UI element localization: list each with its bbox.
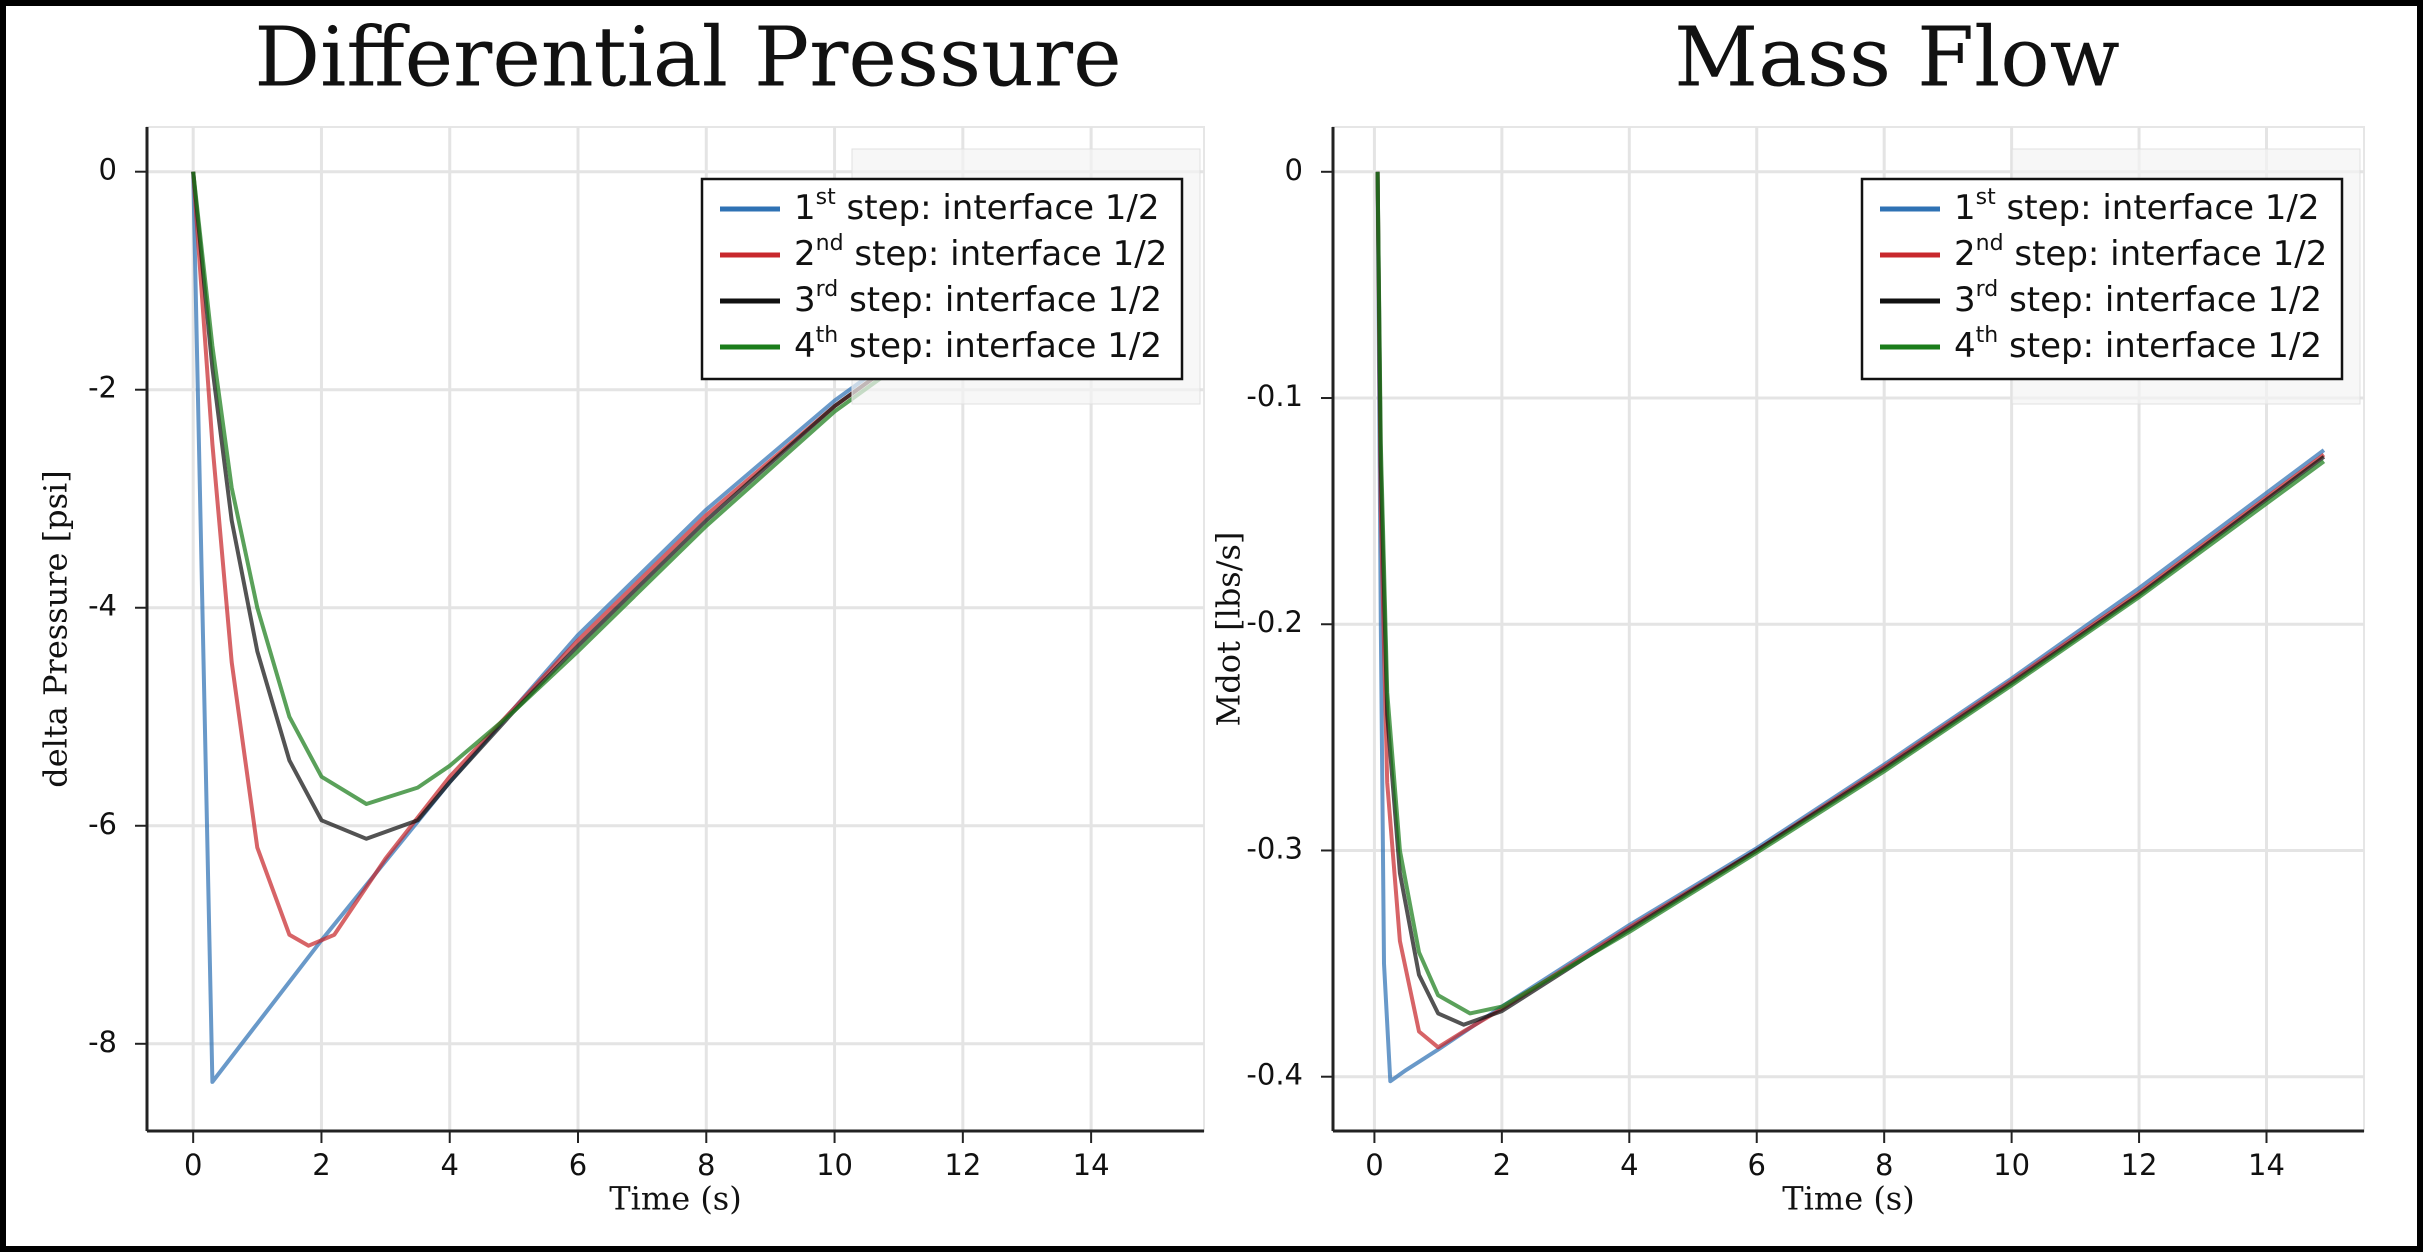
- y-axis-label: delta Pressure [psi]: [37, 470, 75, 788]
- x-tick-label: 10: [1993, 1148, 2030, 1182]
- chart-panel: Mass Flow Time (s) Mdot [lbs/s] 0 2 4 6 8 10 12 14…: [1210, 11, 2365, 1218]
- legend-label: 4th step: interface 1/2: [1954, 323, 2322, 366]
- legend-label: 1st step: interface 1/2: [1954, 185, 2320, 228]
- x-tick-label: 2: [1493, 1148, 1511, 1182]
- legend-label: 2nd step: interface 1/2: [1954, 231, 2327, 274]
- y-tick-label: 0: [1285, 153, 1303, 187]
- y-tick-label: -0.3: [1246, 831, 1303, 865]
- chart-title: Mass Flow: [1674, 11, 2120, 106]
- legend-label: 3rd step: interface 1/2: [1954, 277, 2322, 320]
- x-tick-label: 10: [816, 1148, 853, 1182]
- legend-box: [1860, 177, 2344, 381]
- data-line: [191, 171, 1150, 841]
- legend-label: 1st step: interface 1/2: [794, 185, 1160, 228]
- data-line: [191, 171, 1150, 806]
- x-tick-label: 4: [441, 1148, 459, 1182]
- x-tick-label: 6: [1748, 1148, 1766, 1182]
- x-tick-label: 8: [697, 1148, 715, 1182]
- x-axis-label: Time (s): [609, 1180, 741, 1218]
- legend-label: 3rd step: interface 1/2: [794, 277, 1162, 320]
- x-tick-label: 6: [569, 1148, 587, 1182]
- chart-title: Differential Pressure: [254, 11, 1121, 106]
- y-tick-label: -6: [88, 807, 117, 841]
- legend-label: 4th step: interface 1/2: [794, 323, 1162, 366]
- x-tick-label: 12: [944, 1148, 981, 1182]
- x-axis-label: Time (s): [1782, 1180, 1914, 1218]
- y-tick-label: -0.2: [1246, 605, 1303, 639]
- x-tick-label: 14: [2248, 1148, 2285, 1182]
- legend-box: [700, 177, 1184, 381]
- y-tick-label: 0: [99, 153, 117, 187]
- x-tick-label: 8: [1875, 1148, 1893, 1182]
- x-tick-label: 4: [1620, 1148, 1638, 1182]
- chart-panel: Differential Pressure Time (s) delta Press…: [37, 11, 1205, 1218]
- x-tick-label: 0: [1365, 1148, 1383, 1182]
- data-line: [1375, 171, 2326, 1016]
- y-tick-label: -8: [88, 1025, 117, 1059]
- y-tick-label: -4: [88, 589, 117, 623]
- x-tick-label: 12: [2121, 1148, 2158, 1182]
- y-tick-label: -0.1: [1246, 379, 1303, 413]
- x-tick-label: 14: [1073, 1148, 1110, 1182]
- x-tick-label: 0: [184, 1148, 202, 1182]
- y-tick-label: -2: [88, 371, 117, 405]
- y-axis-label: Mdot [lbs/s]: [1210, 532, 1248, 727]
- x-tick-label: 2: [312, 1148, 330, 1182]
- legend-label: 2nd step: interface 1/2: [794, 231, 1167, 274]
- y-tick-label: -0.4: [1246, 1058, 1303, 1092]
